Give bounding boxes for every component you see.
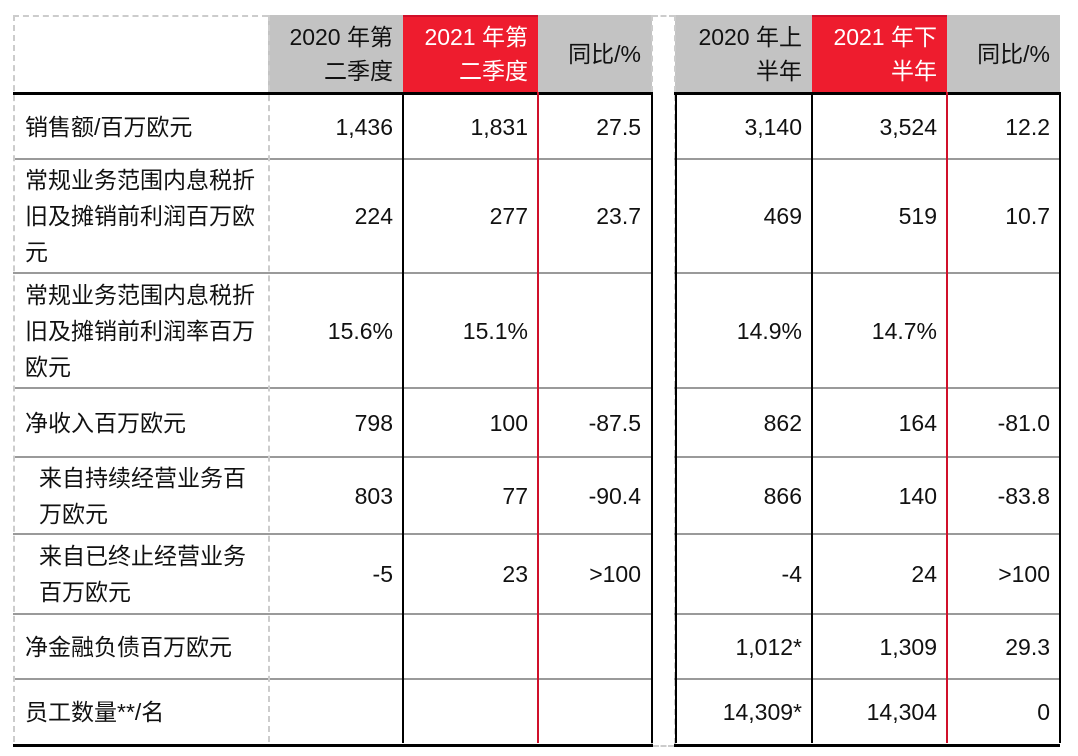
column-gap [651,15,676,94]
cell-q-yoy [538,614,652,680]
header-q2020: 2020 年第二季度 [268,15,403,95]
table-row: 常规业务范围内息税折旧及摊销前利润百万欧元 224 277 23.7 469 519 10.… [13,159,1060,274]
cell-h2020: 14.9% [675,273,812,389]
financial-table: 2020 年第二季度 2021 年第二季度 同比/% 2020 年上半年 202… [13,15,1060,747]
cell-h2021: 1,309 [812,614,947,680]
column-gap [651,93,676,159]
cell-q-yoy: >100 [538,534,652,615]
table-row: 净收入百万欧元 798 100 -87.5 862 164 -81.0 [13,388,1060,458]
cell-q-yoy [538,273,652,389]
cell-q-yoy [538,679,652,747]
row-label: 销售额/百万欧元 [13,93,268,160]
table-row: 常规业务范围内息税折旧及摊销前利润率百万欧元 15.6% 15.1% 14.9% 14.… [13,273,1060,389]
cell-q2021: 23 [403,534,538,615]
row-label: 来自持续经营业务百万欧元 [13,457,268,535]
cell-h2021: 519 [812,159,947,274]
header-q2021: 2021 年第二季度 [403,15,538,95]
cell-h2020: 469 [675,159,812,274]
header-blank [13,15,268,95]
cell-q2020: 803 [268,457,403,535]
row-label: 净金融负债百万欧元 [13,614,268,680]
cell-h-yoy: -81.0 [947,388,1060,458]
cell-q2020: 1,436 [268,93,403,160]
table-row: 销售额/百万欧元 1,436 1,831 27.5 3,140 3,524 12.2 [13,93,1060,160]
column-gap [651,457,676,534]
cell-h2021: 14,304 [812,679,947,747]
cell-q2021: 277 [403,159,538,274]
cell-q2021: 1,831 [403,93,538,160]
cell-h2020: -4 [675,534,812,615]
cell-q2020: 798 [268,388,403,458]
cell-h2020: 1,012* [675,614,812,680]
row-label: 员工数量**/名 [13,679,268,747]
cell-q-yoy: -87.5 [538,388,652,458]
cell-q2021: 15.1% [403,273,538,389]
cell-q2021 [403,614,538,680]
cell-q-yoy: 27.5 [538,93,652,160]
table-row: 来自持续经营业务百万欧元 803 77 -90.4 866 140 -83.8 [13,457,1060,535]
cell-h-yoy: -83.8 [947,457,1060,535]
cell-q-yoy: 23.7 [538,159,652,274]
table-row: 员工数量**/名 14,309* 14,304 0 [13,679,1060,747]
table-row: 来自已终止经营业务百万欧元 -5 23 >100 -4 24 >100 [13,534,1060,615]
column-gap [651,388,676,457]
cell-h2021: 14.7% [812,273,947,389]
cell-q2020 [268,614,403,680]
row-label: 常规业务范围内息税折旧及摊销前利润率百万欧元 [13,273,268,389]
cell-q2021 [403,679,538,747]
cell-q2020: -5 [268,534,403,615]
row-label: 常规业务范围内息税折旧及摊销前利润百万欧元 [13,159,268,274]
column-gap [651,679,676,747]
table-row: 净金融负债百万欧元 1,012* 1,309 29.3 [13,614,1060,680]
cell-h2021: 24 [812,534,947,615]
row-label: 净收入百万欧元 [13,388,268,458]
header-row: 2020 年第二季度 2021 年第二季度 同比/% 2020 年上半年 202… [13,15,1060,95]
cell-h2020: 862 [675,388,812,458]
cell-q-yoy: -90.4 [538,457,652,535]
header-h2020: 2020 年上半年 [675,15,812,95]
column-gap [651,614,676,679]
cell-q2020: 15.6% [268,273,403,389]
cell-q2020: 224 [268,159,403,274]
column-gap [651,159,676,273]
header-h2021: 2021 年下半年 [812,15,947,95]
cell-q2021: 77 [403,457,538,535]
cell-h-yoy: 12.2 [947,93,1060,160]
header-h-yoy: 同比/% [947,15,1060,95]
cell-h2020: 14,309* [675,679,812,747]
financial-table-wrapper: 2020 年第二季度 2021 年第二季度 同比/% 2020 年上半年 202… [13,15,1060,747]
cell-h2020: 866 [675,457,812,535]
cell-h-yoy: 10.7 [947,159,1060,274]
cell-h-yoy: 0 [947,679,1060,747]
column-gap [651,534,676,614]
cell-h2021: 164 [812,388,947,458]
cell-h2020: 3,140 [675,93,812,160]
cell-h2021: 3,524 [812,93,947,160]
header-q-yoy: 同比/% [538,15,652,95]
cell-q2020 [268,679,403,747]
cell-q2021: 100 [403,388,538,458]
row-label: 来自已终止经营业务百万欧元 [13,534,268,615]
cell-h-yoy: 29.3 [947,614,1060,680]
cell-h-yoy [947,273,1060,389]
cell-h-yoy: >100 [947,534,1060,615]
cell-h2021: 140 [812,457,947,535]
column-gap [651,273,676,388]
